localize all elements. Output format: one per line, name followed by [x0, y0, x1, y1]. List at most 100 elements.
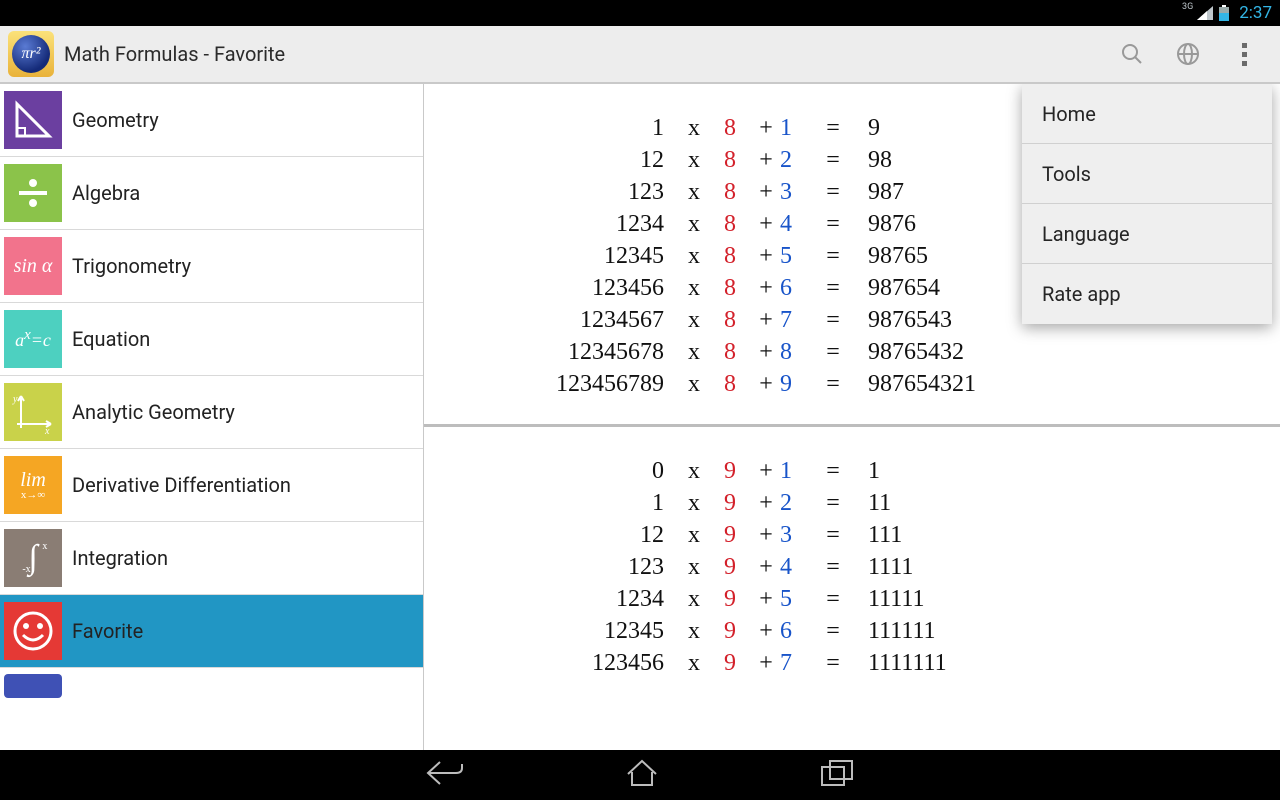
- eq-times: x: [664, 272, 724, 304]
- eq-multiplier: 9: [724, 519, 752, 551]
- sidebar-item-label: Trigonometry: [72, 254, 191, 278]
- app-icon[interactable]: πr²: [8, 31, 54, 77]
- eq-addend: 7: [780, 304, 808, 336]
- eq-multiplier: 8: [724, 240, 752, 272]
- eq-plus: +: [752, 487, 780, 519]
- eq-times: x: [664, 551, 724, 583]
- eq-equals: =: [808, 112, 858, 144]
- sidebar-item-analytic-geometry[interactable]: xyAnalytic Geometry: [0, 376, 423, 449]
- eq-addend: 5: [780, 240, 808, 272]
- svg-text:y: y: [12, 394, 18, 405]
- recent-button[interactable]: [820, 759, 854, 791]
- eq-equals: =: [808, 455, 858, 487]
- eq-result: 1111111: [858, 647, 1058, 679]
- equation-row: 12345 x 9+6=111111: [424, 615, 1280, 647]
- eq-addend: 6: [780, 272, 808, 304]
- eq-n: 123456: [424, 647, 664, 679]
- equation-row: 1234 x 9+5=11111: [424, 583, 1280, 615]
- eq-addend: 3: [780, 176, 808, 208]
- sidebar: Geometry Algebrasin αTrigonometryax=cEqua…: [0, 84, 424, 750]
- sidebar-item-derivative-differentiation[interactable]: limx→∞Derivative Differentiation: [0, 449, 423, 522]
- formula-block: 0 x 9+1=11 x 9+2=1112 x 9+3=111123 x 9+4…: [424, 427, 1280, 703]
- eq-addend: 8: [780, 336, 808, 368]
- eq-plus: +: [752, 583, 780, 615]
- search-icon: [1120, 42, 1144, 66]
- menu-item-tools[interactable]: Tools: [1022, 144, 1272, 204]
- eq-n: 1234: [424, 583, 664, 615]
- eq-result: 11: [858, 487, 1058, 519]
- eq-times: x: [664, 176, 724, 208]
- eq-plus: +: [752, 455, 780, 487]
- axc-icon: ax=c: [4, 310, 62, 368]
- eq-times: x: [664, 144, 724, 176]
- sidebar-item-algebra[interactable]: Algebra: [0, 157, 423, 230]
- eq-equals: =: [808, 368, 858, 400]
- eq-times: x: [664, 455, 724, 487]
- lim-icon: limx→∞: [4, 456, 62, 514]
- eq-multiplier: 8: [724, 112, 752, 144]
- eq-n: 0: [424, 455, 664, 487]
- sidebar-item-equation[interactable]: ax=cEquation: [0, 303, 423, 376]
- eq-result: 11111: [858, 583, 1058, 615]
- eq-equals: =: [808, 487, 858, 519]
- sidebar-item-trigonometry[interactable]: sin αTrigonometry: [0, 230, 423, 303]
- axes-icon: xy: [4, 383, 62, 441]
- eq-n: 12: [424, 144, 664, 176]
- clock: 2:37: [1239, 3, 1272, 23]
- eq-equals: =: [808, 583, 858, 615]
- eq-multiplier: 8: [724, 208, 752, 240]
- svg-text:x: x: [44, 426, 50, 434]
- equation-row: 123456 x 9+7=1111111: [424, 647, 1280, 679]
- home-button[interactable]: [624, 758, 660, 792]
- eq-plus: +: [752, 615, 780, 647]
- eq-multiplier: 9: [724, 487, 752, 519]
- eq-result: 111111: [858, 615, 1058, 647]
- eq-addend: 4: [780, 551, 808, 583]
- equation-row: 0 x 9+1=1: [424, 455, 1280, 487]
- eq-times: x: [664, 112, 724, 144]
- eq-plus: +: [752, 144, 780, 176]
- eq-n: 12345678: [424, 336, 664, 368]
- recent-icon: [820, 759, 854, 787]
- eq-multiplier: 8: [724, 336, 752, 368]
- eq-addend: 1: [780, 455, 808, 487]
- eq-multiplier: 8: [724, 144, 752, 176]
- sidebar-item-label: Analytic Geometry: [72, 400, 235, 424]
- eq-addend: 3: [780, 519, 808, 551]
- eq-equals: =: [808, 208, 858, 240]
- overflow-icon: [1242, 43, 1247, 66]
- status-bar: 3G 2:37: [0, 0, 1280, 26]
- eq-n: 1234567: [424, 304, 664, 336]
- menu-item-label: Language: [1042, 222, 1130, 246]
- eq-times: x: [664, 647, 724, 679]
- sidebar-item-geometry[interactable]: Geometry: [0, 84, 423, 157]
- back-button[interactable]: [426, 758, 464, 792]
- sidebar-item-label: Integration: [72, 546, 168, 570]
- eq-times: x: [664, 487, 724, 519]
- eq-addend: 5: [780, 583, 808, 615]
- eq-n: 1: [424, 487, 664, 519]
- app-icon-text: πr²: [21, 45, 40, 63]
- eq-plus: +: [752, 368, 780, 400]
- eq-n: 1: [424, 112, 664, 144]
- eq-plus: +: [752, 272, 780, 304]
- sidebar-item-partial[interactable]: [0, 668, 423, 698]
- menu-item-language[interactable]: Language: [1022, 204, 1272, 264]
- eq-addend: 2: [780, 144, 808, 176]
- sidebar-item-partial-icon: [4, 674, 62, 698]
- menu-item-label: Tools: [1042, 162, 1091, 186]
- sidebar-item-label: Favorite: [72, 619, 143, 643]
- globe-button[interactable]: [1160, 25, 1216, 83]
- equation-row: 123456789 x 8+9=987654321: [424, 368, 1280, 400]
- sidebar-item-integration[interactable]: ∫-xxIntegration: [0, 522, 423, 595]
- sidebar-item-label: Geometry: [72, 108, 159, 132]
- menu-item-rate-app[interactable]: Rate app: [1022, 264, 1272, 324]
- eq-n: 12: [424, 519, 664, 551]
- eq-n: 123: [424, 176, 664, 208]
- eq-times: x: [664, 615, 724, 647]
- menu-item-home[interactable]: Home: [1022, 84, 1272, 144]
- sidebar-item-favorite[interactable]: Favorite: [0, 595, 423, 668]
- search-button[interactable]: [1104, 25, 1160, 83]
- eq-plus: +: [752, 336, 780, 368]
- overflow-button[interactable]: [1216, 25, 1272, 83]
